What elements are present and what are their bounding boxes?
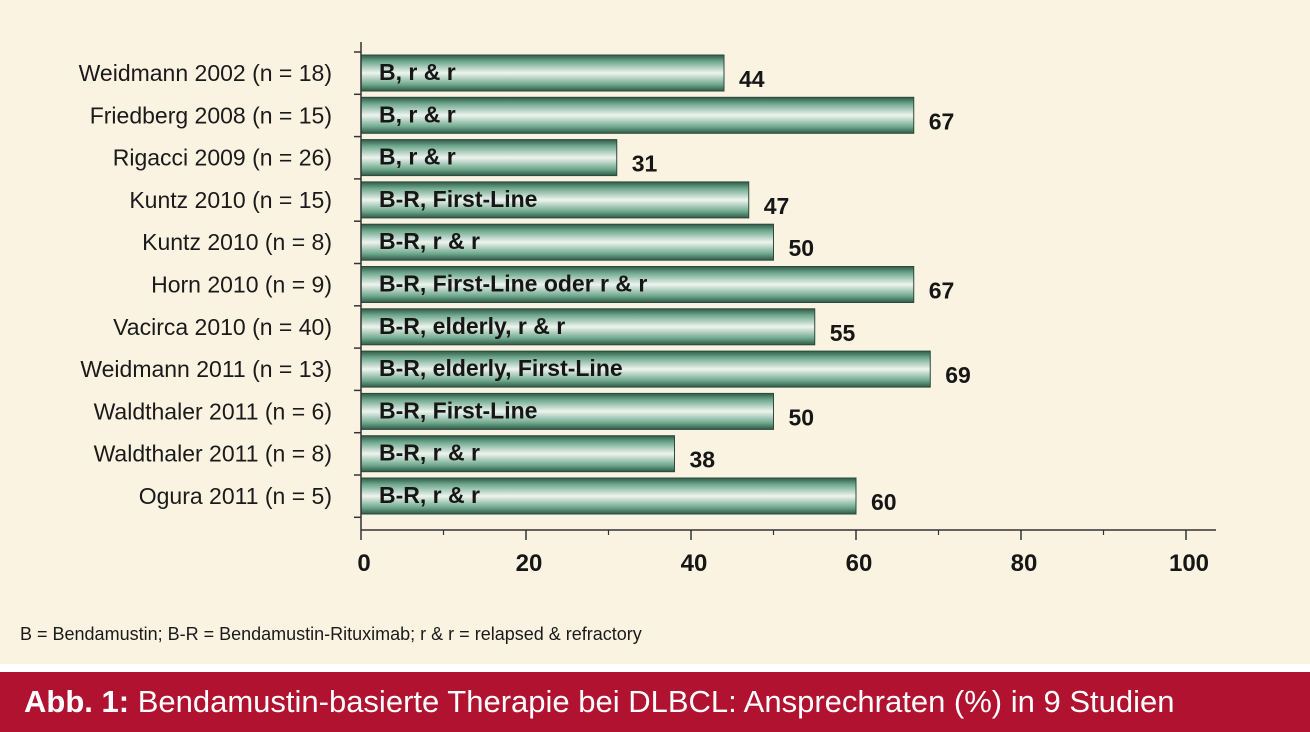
caption-text: Bendamustin-basierte Therapie bei DLBCL:…: [137, 684, 1175, 719]
footnote: B = Bendamustin; B-R = Bendamustin-Ritux…: [20, 624, 642, 644]
category-label: Ogura 2011 (n = 5): [139, 483, 332, 509]
value-label: 67: [929, 278, 955, 304]
value-label: 55: [830, 320, 856, 346]
x-tick-label: 80: [1011, 550, 1038, 577]
bar: [360, 435, 675, 473]
category-label: Rigacci 2009 (n = 26): [113, 145, 332, 171]
bar-inner-label: B, r & r: [379, 101, 456, 127]
bar-inner-label: B-R, First-Line: [379, 397, 537, 423]
bar-inner-label: B-R, elderly, First-Line: [379, 355, 623, 381]
bar: [360, 139, 618, 177]
bar-inner-label: B-R, r & r: [379, 482, 480, 508]
value-label: 31: [632, 151, 658, 177]
bar: [360, 477, 857, 515]
value-label: 47: [764, 193, 790, 219]
category-label: Waldthaler 2011 (n = 8): [94, 441, 332, 467]
bar-inner-label: B-R, r & r: [379, 440, 480, 466]
category-label: Weidmann 2002 (n = 18): [79, 60, 332, 86]
bar: [360, 223, 774, 261]
chart-panel: Weidmann 2002 (n = 18) Friedberg 2008 (n …: [0, 0, 1310, 664]
x-tick-label: 0: [357, 550, 370, 577]
bar: [360, 96, 915, 134]
category-label: Vacirca 2010 (n = 40): [113, 314, 332, 340]
value-label: 50: [789, 404, 815, 430]
bar: [360, 54, 725, 92]
figure-caption: Abb. 1: Bendamustin-basierte Therapie be…: [0, 672, 1310, 732]
bar: [360, 308, 816, 346]
bar: [360, 181, 750, 219]
caption-lead: Abb. 1:: [24, 684, 130, 719]
category-label: Kuntz 2010 (n = 15): [129, 187, 332, 213]
value-label: 38: [690, 447, 716, 473]
bar-inner-label: B-R, First-Line: [379, 186, 537, 212]
x-tick-label: 40: [681, 550, 708, 577]
value-label: 67: [929, 108, 955, 134]
bar-inner-label: B-R, First-Line oder r & r: [379, 271, 647, 297]
bar-inner-label: B-R, elderly, r & r: [379, 313, 565, 339]
category-label: Horn 2010 (n = 9): [151, 272, 332, 298]
x-tick-label: 20: [516, 550, 543, 577]
value-label: 69: [945, 362, 971, 388]
value-label: 44: [739, 66, 765, 92]
x-tick-label: 100: [1169, 550, 1209, 577]
category-label: Friedberg 2008 (n = 15): [90, 102, 332, 128]
bar: [360, 266, 915, 303]
category-label: Kuntz 2010 (n = 8): [142, 229, 332, 255]
value-label: 60: [871, 489, 897, 515]
bar-inner-label: B, r & r: [379, 59, 456, 85]
bar-inner-label: B, r & r: [379, 144, 456, 170]
bar-inner-label: B-R, r & r: [379, 228, 480, 254]
category-label: Waldthaler 2011 (n = 6): [94, 398, 332, 424]
x-tick-label: 60: [846, 550, 873, 577]
category-label: Weidmann 2011 (n = 13): [80, 356, 332, 382]
bar-chart: Weidmann 2002 (n = 18) Friedberg 2008 (n …: [79, 42, 1216, 577]
value-label: 50: [789, 235, 815, 261]
